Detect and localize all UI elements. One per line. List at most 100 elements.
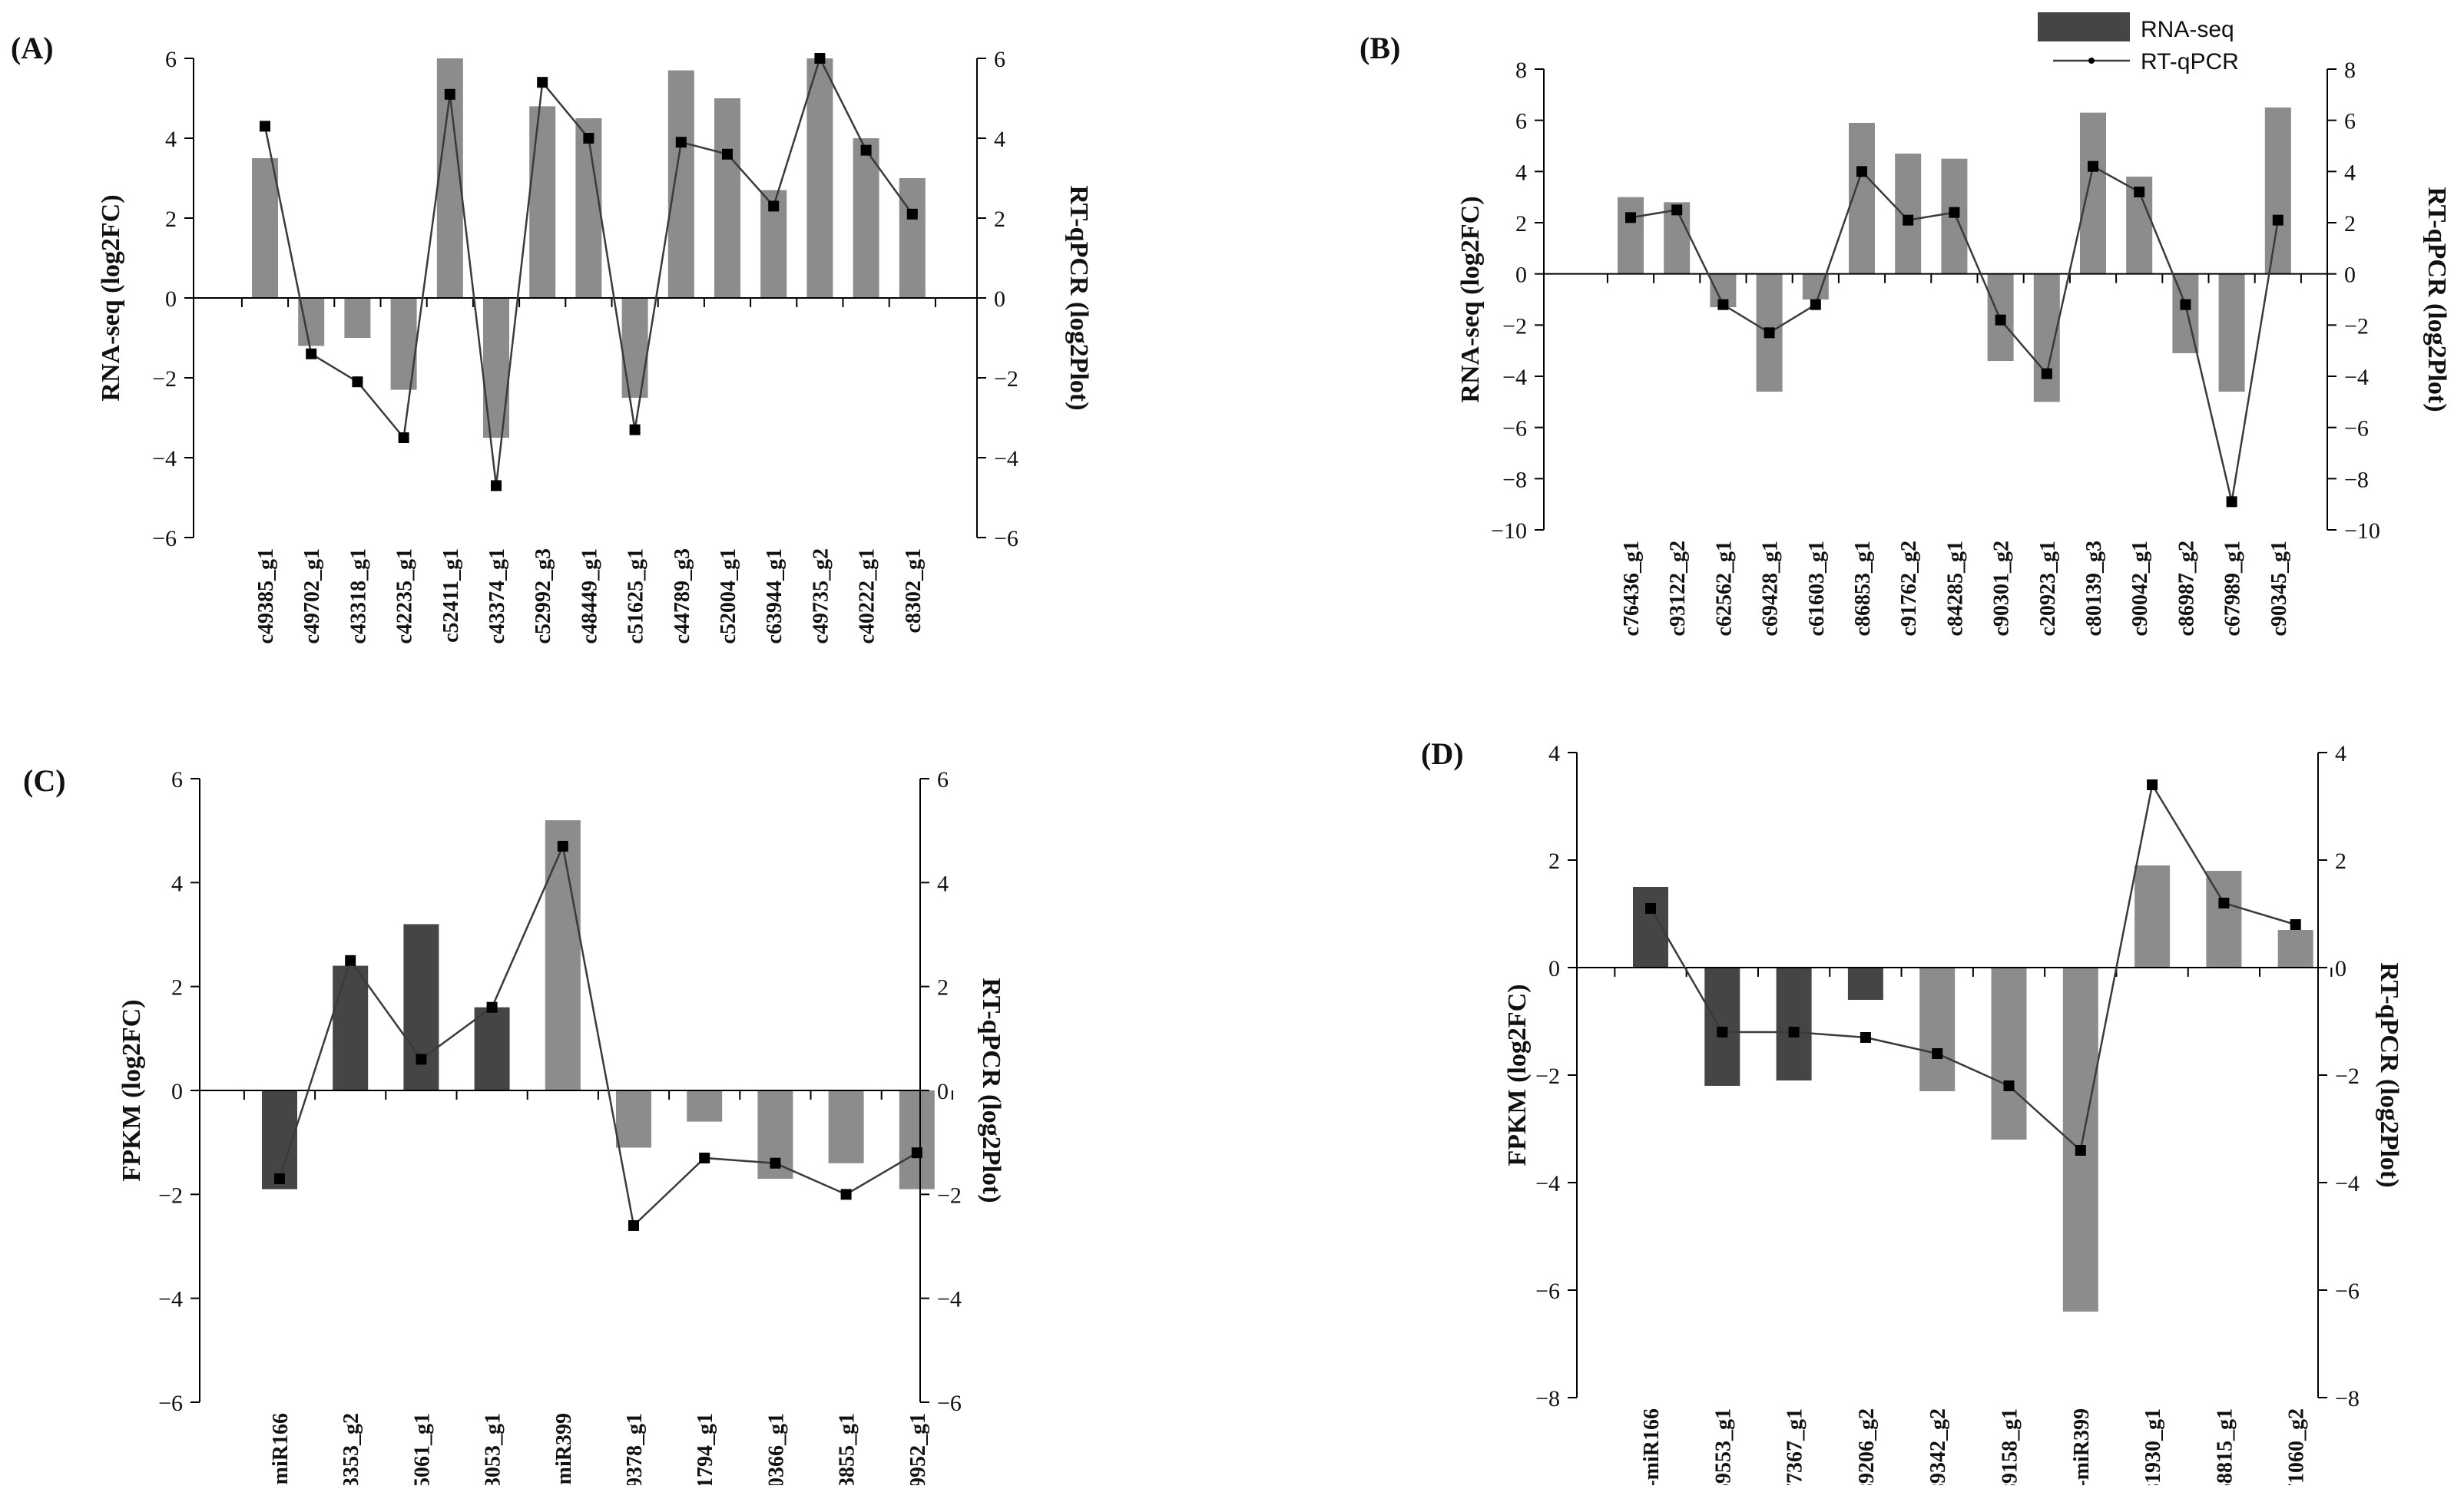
category-label: c49385_g1 (254, 548, 278, 644)
y-tick-label-right: 6 (937, 767, 949, 792)
bar (687, 1090, 723, 1122)
y-tick-label-right: 8 (2344, 58, 2356, 83)
y-tick-label-left: −8 (1502, 467, 1527, 492)
bar (1991, 968, 2027, 1140)
y-tick-label-left: 4 (171, 871, 183, 896)
category-label: c8302_g1 (902, 548, 926, 633)
y-axis-title-right: RT-qPCR (log2Plot) (1065, 185, 1093, 410)
y-tick-label-right: −2 (937, 1183, 962, 1208)
bar (575, 118, 602, 298)
category-label: c90042_g1 (2128, 541, 2152, 636)
category-label: c91762_g2 (1897, 541, 1921, 636)
y-tick-label-left: 2 (1515, 211, 1527, 237)
category-label: c53855_g1 (836, 1413, 859, 1485)
category-label: c48449_g1 (578, 548, 601, 644)
y-axis-title-right: RT-qPCR (log2Plot) (2423, 187, 2451, 412)
bar (1776, 968, 1812, 1080)
category-label: c86987_g2 (2174, 541, 2198, 636)
y-tick-label-right: 4 (937, 871, 949, 896)
category-label: c53053_g1 (482, 1413, 505, 1485)
rt-qpcr-point (1810, 299, 1821, 310)
bar (1895, 154, 1922, 274)
rt-qpcr-point (2075, 1145, 2086, 1156)
y-tick-label-right: −4 (994, 446, 1018, 472)
bar (1633, 887, 1668, 968)
bar (667, 70, 694, 298)
rt-qpcr-point (1788, 1027, 1800, 1037)
rt-qpcr-point (1717, 299, 1729, 310)
y-tick-label-right: −6 (937, 1391, 962, 1416)
rt-qpcr-point (444, 88, 455, 100)
y-tick-label-right: −2 (994, 366, 1018, 392)
category-label: c40222_g1 (856, 548, 879, 644)
y-tick-label-right: 2 (2344, 211, 2356, 237)
bar (2033, 273, 2060, 402)
panel-label: (B) (1360, 31, 1400, 65)
bar (529, 106, 556, 298)
rt-qpcr-point (814, 53, 826, 64)
rt-qpcr-point (2226, 496, 2237, 508)
y-tick-label-right: 4 (2335, 741, 2346, 766)
rt-qpcr-point (628, 1219, 639, 1231)
rt-qpcr-point (1932, 1048, 1943, 1059)
bar (899, 1090, 935, 1190)
rt-qpcr-point (722, 148, 733, 160)
y-tick-label-right: −6 (2344, 416, 2369, 442)
bar (616, 1090, 651, 1148)
y-tick-label-left: −10 (1491, 518, 1527, 544)
category-label: c42235_g1 (393, 548, 417, 644)
y-tick-label-left: −2 (158, 1183, 183, 1208)
y-tick-label-right: −2 (2335, 1064, 2360, 1089)
y-axis-title-right: RT-qPCR (log2Plot) (977, 978, 1005, 1203)
category-label: c49378_g1 (623, 1413, 647, 1485)
y-axis-title-left: FPKM (log2FC) (1503, 984, 1532, 1166)
legend: RNA-seq RT-qPCR (2038, 12, 2239, 74)
y-axis-title-left: RNA-seq (log2FC) (1456, 196, 1485, 402)
bar (2264, 108, 2291, 274)
bar (853, 138, 879, 298)
bar (344, 298, 371, 338)
category-label: c20923_g1 (2036, 541, 2060, 636)
rt-qpcr-point (768, 200, 780, 212)
rt-qpcr-point (699, 1152, 710, 1163)
y-tick-label-left: −8 (1535, 1386, 1560, 1411)
y-tick-label-right: −8 (2335, 1386, 2360, 1411)
y-tick-label-left: 0 (1515, 263, 1527, 288)
y-tick-label-left: 8 (1515, 58, 1527, 83)
rt-qpcr-point (2290, 919, 2301, 930)
rt-qpcr-point (2180, 299, 2191, 310)
rt-qpcr-point (398, 432, 409, 443)
rt-qpcr-point (1764, 327, 1775, 339)
bar (899, 178, 926, 298)
rt-qpcr-point (629, 424, 641, 435)
y-tick-label-left: −6 (152, 526, 177, 551)
bar (714, 98, 740, 298)
y-tick-label-right: 0 (2344, 263, 2356, 288)
y-tick-label-left: 2 (171, 975, 183, 1001)
y-tick-label-right: 2 (937, 975, 949, 1001)
y-tick-label-right: 0 (937, 1079, 949, 1104)
legend-line-label: RT-qPCR (2141, 49, 2239, 74)
category-label: c51794_g1 (694, 1413, 717, 1485)
rt-qpcr-point (860, 144, 872, 156)
y-tick-label-left: 4 (1548, 741, 1560, 766)
y-tick-label-left: −6 (1535, 1279, 1560, 1304)
bar (1919, 968, 1956, 1091)
chart-panel-d: (D) 4 4 2 2 0 0 −2 −2 −4 −4 −6 −6 −8 −8 csi-miR166 c6955… (1421, 736, 2403, 1489)
category-label: c49952_g1 (906, 1413, 930, 1485)
y-tick-label-right: 6 (2344, 109, 2356, 134)
rt-qpcr-point (1645, 903, 1656, 914)
chart-panel-a: (A) 6 6 4 4 2 2 0 0 −2 −2 −4 −4 −6 −6 c49385_g1 c49702_g… (11, 31, 1093, 644)
category-label: c43318_g1 (346, 548, 370, 644)
rt-qpcr-point (2088, 160, 2098, 172)
rt-qpcr-point (345, 955, 356, 966)
rt-qpcr-point (486, 1001, 498, 1013)
y-tick-label-right: −6 (994, 526, 1018, 551)
category-label: csi-miR166 (269, 1413, 293, 1485)
chart-panel-c: (C) 6 6 4 4 2 2 0 0 −2 −2 −4 −4 −6 −6 csi-miR166 c53353_… (23, 763, 1005, 1489)
y-tick-label-left: 4 (1515, 160, 1527, 185)
category-label: c49702_g1 (300, 548, 324, 644)
category-label: c63944_g1 (763, 548, 787, 644)
